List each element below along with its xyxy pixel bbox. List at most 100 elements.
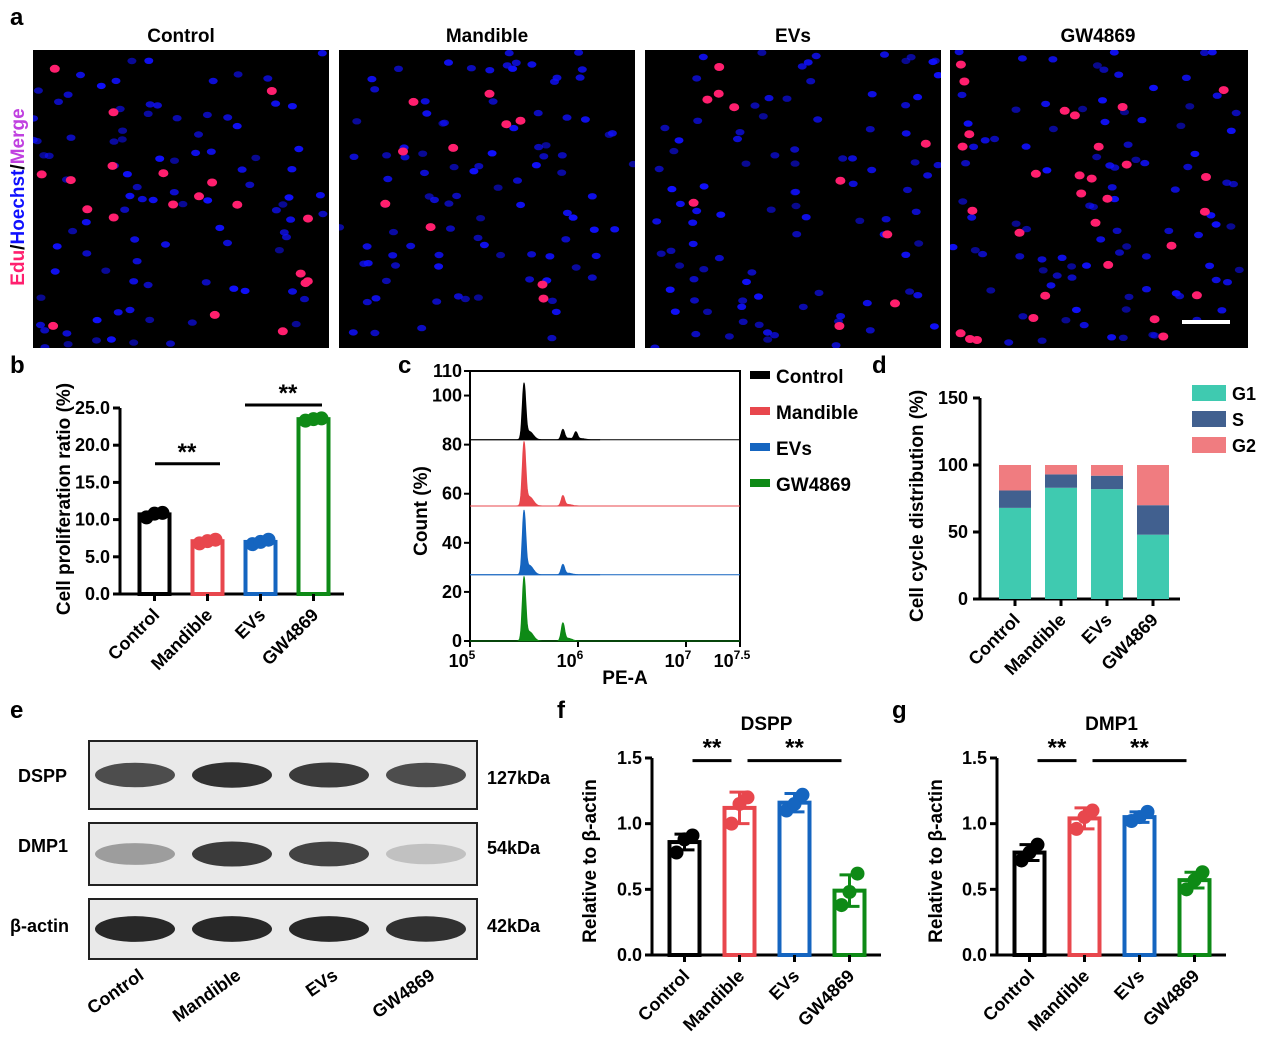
hoechst-nucleus [111,77,121,85]
hoechst-nucleus [764,94,774,102]
hoechst-nucleus [1079,321,1089,329]
hoechst-nucleus [1052,272,1062,279]
edu-nucleus [484,89,495,98]
blot-beta-actin [88,898,478,960]
hoechst-nucleus [125,192,135,200]
hoechst-nucleus [469,168,479,175]
edu-nucleus [194,192,204,201]
edu-nucleus [1218,86,1229,95]
hoechst-nucleus [1141,253,1151,260]
hoechst-nucleus [1018,313,1028,320]
edu-nucleus [920,139,931,148]
hoechst-nucleus [561,236,571,243]
hoechst-nucleus [990,135,1000,143]
stain-separator: / [8,164,29,170]
hoechst-nucleus [145,101,155,108]
hoechst-nucleus [1124,293,1134,301]
hoechst-nucleus [550,78,559,85]
hoechst-nucleus [674,137,684,144]
stacked-segment-g1 [1137,534,1169,599]
hoechst-nucleus [287,166,297,173]
hoechst-nucleus [574,50,584,56]
hoechst-nucleus [420,98,430,105]
hoechst-nucleus [531,162,541,169]
edu-nucleus [1093,142,1104,151]
hoechst-nucleus [656,250,666,257]
hoechst-nucleus [63,91,73,98]
hoechst-nucleus [848,180,858,187]
edu-nucleus [959,77,970,86]
hoechst-nucleus [434,251,444,259]
hoechst-nucleus [547,297,557,304]
hoechst-nucleus [539,153,549,160]
hoechst-nucleus [714,254,724,262]
edu-nucleus [232,200,243,209]
hoechst-nucleus [1164,227,1174,235]
legend-label: S [1232,410,1244,430]
edu-nucleus [49,64,60,73]
hoechst-nucleus [1190,150,1200,158]
hoechst-nucleus [36,294,46,301]
edu-nucleus [1117,103,1128,111]
bar [1012,850,1047,957]
hoechst-nucleus [391,262,400,269]
hoechst-nucleus [1115,249,1124,256]
hoechst-nucleus [240,287,250,295]
blot-dmp1 [88,822,478,886]
hoechst-nucleus [1175,292,1185,300]
chart-title: DMP1 [1085,714,1138,735]
hoechst-nucleus [44,152,54,159]
hoechst-nucleus [669,147,679,155]
hoechst-nucleus [901,130,911,137]
hoechst-nucleus [957,91,967,99]
hoechst-nucleus [1140,159,1150,167]
data-point [850,866,865,881]
blot-band [95,843,175,865]
hoechst-nucleus [513,177,522,184]
hoechst-nucleus [1017,55,1027,62]
hoechst-nucleus [913,93,923,101]
hoechst-nucleus [811,52,821,60]
hoechst-nucleus [1021,143,1031,150]
edu-nucleus [408,97,419,106]
legend-swatch [1192,411,1226,427]
histogram-evs [469,509,601,576]
hoechst-nucleus [691,330,701,338]
data-point [842,884,857,899]
hoechst-nucleus [587,274,597,281]
hoechst-nucleus [508,65,518,72]
hoechst-nucleus [473,294,483,301]
data-point [669,845,684,860]
y-tick-label: 110 [433,361,462,381]
micrograph-control [33,50,329,348]
hoechst-nucleus [836,313,846,320]
hoechst-nucleus [92,337,101,344]
hoechst-nucleus [770,332,779,339]
edu-nucleus [107,161,118,170]
hoechst-nucleus [509,124,519,132]
hoechst-nucleus [913,292,923,299]
significance-stars: ** [1130,735,1149,762]
hoechst-nucleus [1148,331,1158,339]
hoechst-nucleus [1212,92,1222,99]
hoechst-nucleus [610,226,620,233]
hoechst-nucleus [422,110,432,117]
stain-legend: Edu/Hoechst/Merge [8,92,30,302]
hoechst-nucleus [525,276,535,283]
hoechst-nucleus [511,59,521,66]
legend-swatch [750,443,770,451]
kda-dspp: 127kDa [487,768,551,788]
hoechst-nucleus [1082,262,1091,269]
hoechst-nucleus [504,50,514,57]
hoechst-nucleus [880,51,889,58]
hoechst-nucleus [1181,74,1191,81]
hoechst-nucleus [757,50,767,56]
hoechst-nucleus [367,75,377,83]
hoechst-nucleus [954,50,964,56]
hoechst-nucleus [797,63,807,70]
edu-nucleus [957,142,968,151]
hoechst-nucleus [1041,100,1051,108]
hoechst-nucleus [383,175,393,183]
edu-nucleus [1166,241,1177,250]
edu-nucleus [82,205,93,214]
